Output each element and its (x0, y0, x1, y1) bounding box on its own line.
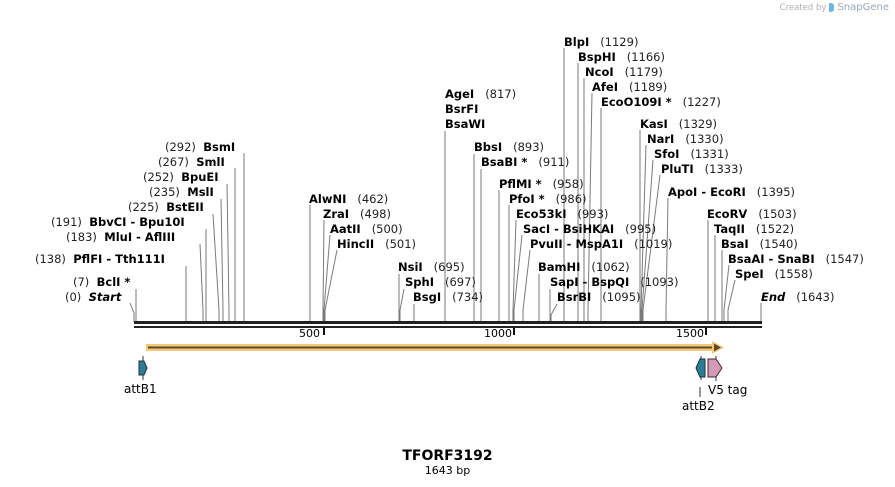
site-hincii[interactable]: HincII (501) (337, 237, 417, 251)
site-pflmi[interactable]: PflMI * (958) (499, 177, 584, 191)
site-agei[interactable]: AgeI (817) (445, 87, 517, 101)
orf-feature (146, 341, 724, 354)
site-alwni[interactable]: AlwNI (462) (309, 192, 389, 206)
site-eco53ki[interactable]: Eco53kI (993) (516, 207, 609, 221)
site-kasi[interactable]: KasI (1329) (640, 117, 718, 131)
snapgene-logo-icon (829, 3, 835, 12)
site-afei[interactable]: AfeI (1189) (592, 80, 668, 94)
site-bsteii[interactable]: (225) BstEII (128, 200, 204, 214)
attB1-feature (138, 356, 148, 380)
feature-label-attb1[interactable]: attB1 (124, 382, 157, 396)
site-bamhi[interactable]: BamHI (1062) (538, 260, 630, 274)
site-apoi[interactable]: ApoI - EcoRI (1395) (668, 185, 796, 199)
site-blpi[interactable]: BlpI (1129) (564, 35, 639, 49)
site-pfoi[interactable]: PfoI * (986) (509, 192, 587, 206)
site-pvuii[interactable]: PvuII - MspA1I (1019) (530, 237, 673, 251)
site-zrai[interactable]: ZraI (498) (323, 207, 391, 221)
site-msli[interactable]: (235) MslI (149, 185, 214, 199)
credit-prefix: Created by (779, 2, 827, 13)
snapgene-credit: Created by SnapGene (780, 2, 889, 13)
site-bbvci[interactable]: (191) BbvCI - Bpu10I (51, 215, 185, 229)
site-bsabi[interactable]: BsaBI * (911) (481, 155, 570, 169)
tick-label-1000: 1000 (484, 327, 512, 340)
site-bsrfi[interactable]: BsrFI (445, 102, 479, 116)
site-mlui[interactable]: (183) MluI - AflIII (66, 230, 176, 244)
site-ncoi[interactable]: NcoI (1179) (585, 65, 663, 79)
attB2-feature (695, 356, 706, 397)
site-bsai[interactable]: BsaI (1540) (721, 237, 798, 251)
tick-label-1500: 1500 (676, 327, 704, 340)
site-pluti[interactable]: PluTI (1333) (661, 162, 743, 176)
sequence-title: TFORF3192 (402, 448, 493, 464)
site-bbsi[interactable]: BbsI (893) (474, 140, 545, 154)
site-sphi[interactable]: SphI (697) (405, 275, 476, 289)
site-ecorv[interactable]: EcoRV (1503) (707, 207, 797, 221)
site-bsawi[interactable]: BsaWI (445, 117, 486, 131)
site-bsrbi[interactable]: BsrBI (1095) (557, 290, 641, 304)
tick-label-500: 500 (299, 327, 320, 340)
site-nsii[interactable]: NsiI (695) (398, 260, 465, 274)
site-sapi[interactable]: SapI - BspQI (1093) (550, 275, 679, 289)
site-taqii[interactable]: TaqII (1522) (714, 222, 795, 236)
backbone (134, 321, 762, 328)
feature-label-v5-tag[interactable]: V5 tag (708, 383, 748, 397)
site-end[interactable]: End (1643) (761, 290, 835, 304)
site-bcli[interactable]: (7) BclI * (73, 275, 131, 289)
site-bsmi[interactable]: (292) BsmI (165, 140, 236, 154)
site-lines (129, 48, 762, 322)
site-start[interactable]: (0) Start (65, 290, 122, 304)
site-spei[interactable]: SpeI (1558) (735, 267, 813, 281)
site-sfoi[interactable]: SfoI (1331) (654, 147, 729, 161)
site-aatii[interactable]: AatII (500) (330, 222, 403, 236)
feature-label-attb2[interactable]: attB2 (682, 399, 715, 413)
credit-brand: SnapGene (837, 2, 889, 13)
site-bsaai[interactable]: BsaAI - SnaBI (1547) (728, 252, 864, 266)
site-ecoo109i[interactable]: EcoO109I * (1227) (601, 95, 721, 109)
sequence-length: 1643 bp (424, 464, 471, 477)
site-pflfi[interactable]: (138) PflFI - Tth111I (35, 252, 165, 266)
site-bpuei[interactable]: (252) BpuEI (143, 170, 219, 184)
v5-tag-feature (707, 356, 723, 381)
site-saci[interactable]: SacI - BsiHKAI (995) (523, 222, 657, 236)
site-nari[interactable]: NarI (1330) (647, 132, 724, 146)
site-smli[interactable]: (267) SmlI (158, 155, 225, 169)
axis-ticks (323, 328, 707, 335)
site-bsgi[interactable]: BsgI (734) (413, 290, 484, 304)
site-bsphi[interactable]: BspHI (1166) (578, 50, 665, 64)
